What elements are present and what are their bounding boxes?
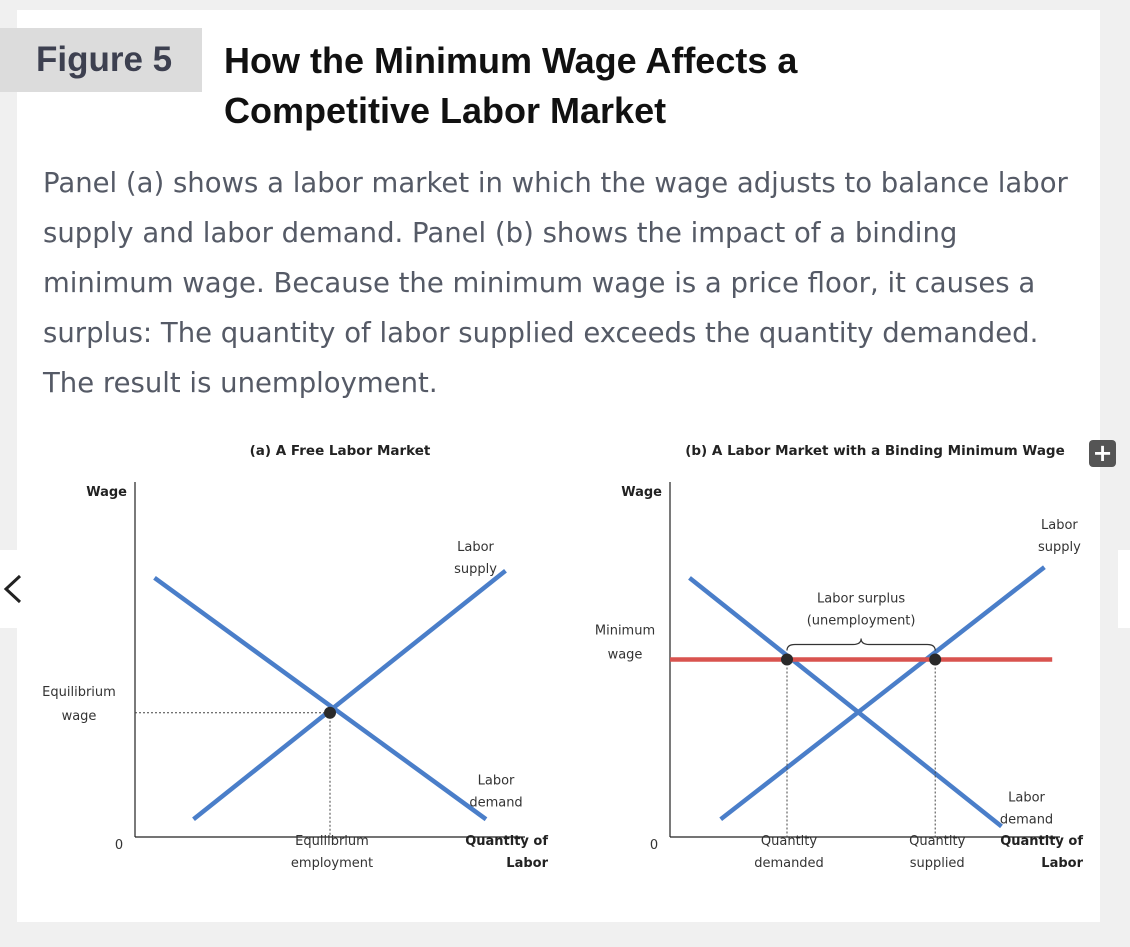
demand-label: Labor: [1008, 790, 1045, 805]
plus-icon[interactable]: +: [1089, 440, 1116, 467]
y-axis-label: Wage: [86, 485, 127, 500]
supply-label: supply: [1038, 540, 1081, 555]
y-axis-label: Wage: [621, 485, 662, 500]
demand-curve: [688, 576, 1003, 829]
equilibrium-point: [324, 706, 336, 719]
equilibrium-employment-label: Equilibrium: [295, 834, 369, 849]
x-axis-label: Labor: [1041, 856, 1083, 871]
supply-label: Labor: [457, 540, 494, 555]
figure-caption: Panel (a) shows a labor market in which …: [43, 167, 1068, 399]
supply-label: Labor: [1041, 518, 1078, 533]
supply-curve: [192, 568, 507, 822]
panel-title: (a) A Free Labor Market: [250, 443, 431, 459]
demand-label: demand: [469, 795, 522, 810]
figure-card: [17, 10, 1100, 922]
quantity-demanded-label: demanded: [754, 856, 824, 871]
equilibrium-wage-label: Equilibrium: [42, 685, 116, 700]
surplus-label: (unemployment): [807, 614, 916, 629]
equilibrium-employment-label: employment: [291, 856, 373, 871]
next-button[interactable]: [1118, 550, 1130, 628]
surplus-label: Labor surplus: [817, 592, 905, 607]
x-axis-label: Labor: [506, 856, 548, 871]
quantity-demanded-label: Quantity: [761, 834, 817, 849]
demand-curve: [153, 576, 488, 822]
quantity-supplied-point: [929, 653, 942, 666]
x-axis-label: Quantity of: [1000, 834, 1083, 849]
quantity-supplied-label: supplied: [910, 856, 965, 871]
origin-label: 0: [115, 838, 123, 853]
equilibrium-wage-label: wage: [62, 709, 97, 724]
chevron-left-icon: [3, 574, 22, 604]
minimum-wage-label: wage: [608, 648, 643, 663]
supply-label: supply: [454, 562, 497, 577]
supply-curve: [719, 565, 1046, 822]
origin-label: 0: [650, 838, 658, 853]
x-axis-label: Quantity of: [465, 834, 548, 849]
minimum-wage-label: Minimum: [595, 624, 655, 639]
surplus-brace: [786, 638, 936, 651]
demand-label: demand: [1000, 812, 1053, 827]
prev-button[interactable]: [0, 550, 36, 628]
demand-label: Labor: [478, 773, 515, 788]
quantity-demanded-point: [781, 653, 793, 666]
quantity-supplied-label: Quantity: [909, 834, 965, 849]
panel-title: (b) A Labor Market with a Binding Minimu…: [685, 443, 1065, 459]
figure-label: Figure 5: [0, 28, 202, 92]
figure-title: How the Minimum Wage Affects a Competiti…: [224, 40, 798, 131]
